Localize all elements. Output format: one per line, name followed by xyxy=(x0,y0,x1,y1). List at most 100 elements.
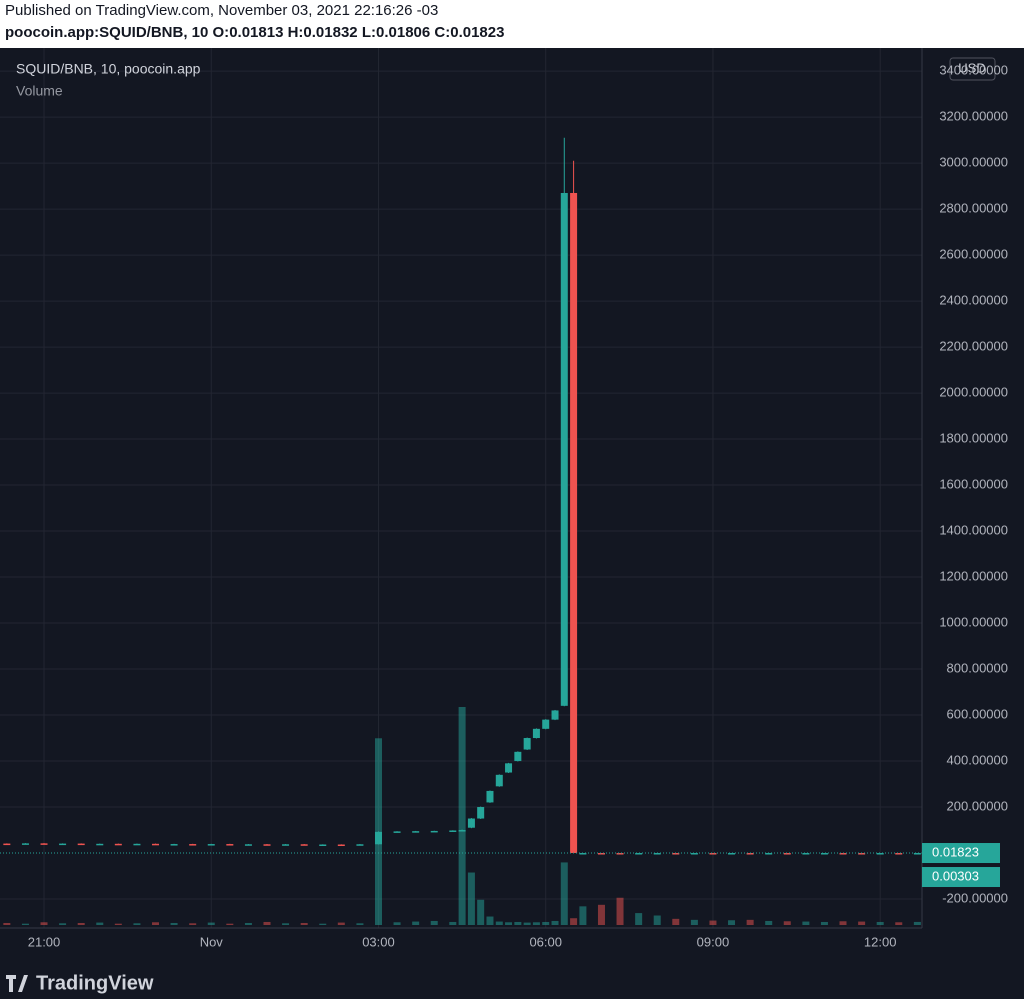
candle-body xyxy=(505,763,513,773)
volume-bar xyxy=(114,923,122,925)
volume-bar xyxy=(876,921,884,925)
candle-body xyxy=(319,844,327,847)
volume-bar xyxy=(189,923,197,925)
candle-body xyxy=(709,853,717,855)
candle-body xyxy=(570,192,578,854)
ohlc-value: 0.01813 xyxy=(229,24,284,41)
volume-bar xyxy=(393,922,401,925)
x-tick-label: 09:00 xyxy=(697,934,730,949)
y-tick-label: -200.00000 xyxy=(942,890,1008,905)
volume-badge xyxy=(922,867,1000,888)
volume-bar xyxy=(207,922,215,925)
currency-badge[interactable] xyxy=(949,57,996,81)
y-tick-label: 3200.00000 xyxy=(939,109,1008,124)
candle-body xyxy=(152,843,160,846)
candle-body xyxy=(532,728,540,739)
candle-body xyxy=(458,830,466,832)
candle-body xyxy=(477,807,485,819)
volume-bar xyxy=(672,918,680,925)
candle-body xyxy=(467,818,475,828)
candle-body xyxy=(356,844,364,846)
symbol-line: poocoin.app:SQUID/BNB, 10 O:0.01813 H:0.… xyxy=(5,24,504,41)
volume-bar xyxy=(486,916,494,925)
candle-body xyxy=(551,710,559,720)
volume-bar xyxy=(300,922,308,925)
logo-icon xyxy=(6,975,28,992)
volume-bar xyxy=(514,921,522,925)
candle-body xyxy=(40,843,48,845)
volume-bar xyxy=(226,923,234,925)
volume-bar xyxy=(560,862,568,925)
published: Published on TradingView.com, November 0… xyxy=(5,2,439,19)
volume-bar xyxy=(505,922,513,925)
y-tick-label: 2400.00000 xyxy=(939,293,1008,308)
volume-bar xyxy=(458,707,466,925)
ohlc-label: O: xyxy=(212,24,230,41)
y-tick-label: 1000.00000 xyxy=(939,614,1008,629)
volume-bar xyxy=(532,922,540,925)
y-tick-label: 3000.00000 xyxy=(939,155,1008,170)
y-tick-label: 3400.00000 xyxy=(939,63,1008,78)
volume-bar xyxy=(467,872,475,925)
candle-body xyxy=(170,844,178,846)
y-tick-label: 2200.00000 xyxy=(939,339,1008,354)
candle-body xyxy=(244,844,252,846)
candle-body xyxy=(430,830,438,833)
candle-body xyxy=(542,719,550,729)
price-badge-label: 0.01823 xyxy=(932,844,979,859)
candle-body xyxy=(597,853,605,855)
candle-body xyxy=(412,831,420,833)
volume-bar xyxy=(133,923,141,925)
volume-bar xyxy=(263,921,271,925)
candle-body xyxy=(653,853,661,855)
x-tick-label: 21:00 xyxy=(28,934,61,949)
y-tick-label: 1600.00000 xyxy=(939,476,1008,491)
y-tick-label: 1400.00000 xyxy=(939,522,1008,537)
volume-bar xyxy=(542,921,550,925)
chart-background xyxy=(0,48,1024,999)
volume-bar xyxy=(616,897,624,925)
volume-bar xyxy=(59,923,67,925)
candle-body xyxy=(226,844,234,846)
candle-body xyxy=(820,853,828,855)
legend-volume: Volume xyxy=(16,83,63,99)
candle-body xyxy=(59,843,67,846)
candle-body xyxy=(207,844,215,846)
volume-bar xyxy=(820,921,828,925)
volume-bar xyxy=(96,922,104,925)
y-tick-label: 800.00000 xyxy=(947,660,1008,675)
volume-bar xyxy=(913,921,921,925)
candle-body xyxy=(133,843,141,846)
candle-body xyxy=(300,844,308,846)
currency-label[interactable]: USD xyxy=(958,60,985,75)
volume-bar xyxy=(170,922,178,925)
footer-logo[interactable]: TradingView xyxy=(36,972,154,994)
candle-body xyxy=(449,830,457,832)
x-tick-label: 06:00 xyxy=(529,934,562,949)
candle-body xyxy=(486,790,494,803)
candle-body xyxy=(514,751,522,762)
candle-body xyxy=(616,853,624,855)
volume-bar xyxy=(858,921,866,925)
candle-body xyxy=(876,853,884,855)
volume-bar xyxy=(746,919,754,925)
candle-body xyxy=(802,853,810,855)
volume-bar xyxy=(495,921,503,925)
volume-bar xyxy=(523,922,531,925)
candle-body xyxy=(523,738,531,750)
y-tick-label: 2800.00000 xyxy=(939,201,1008,216)
candle-body xyxy=(858,853,866,855)
candle-body xyxy=(374,831,382,845)
symbol: poocoin.app:SQUID/BNB, 10 xyxy=(5,24,209,41)
volume-bar xyxy=(337,922,345,925)
volume-bar xyxy=(244,922,252,925)
volume-bar xyxy=(783,921,791,925)
y-tick-label: 200.00000 xyxy=(947,798,1008,813)
candle-body xyxy=(690,853,698,855)
y-tick-label: 1200.00000 xyxy=(939,568,1008,583)
y-tick-label: 600.00000 xyxy=(947,706,1008,721)
volume-bar xyxy=(282,923,290,925)
